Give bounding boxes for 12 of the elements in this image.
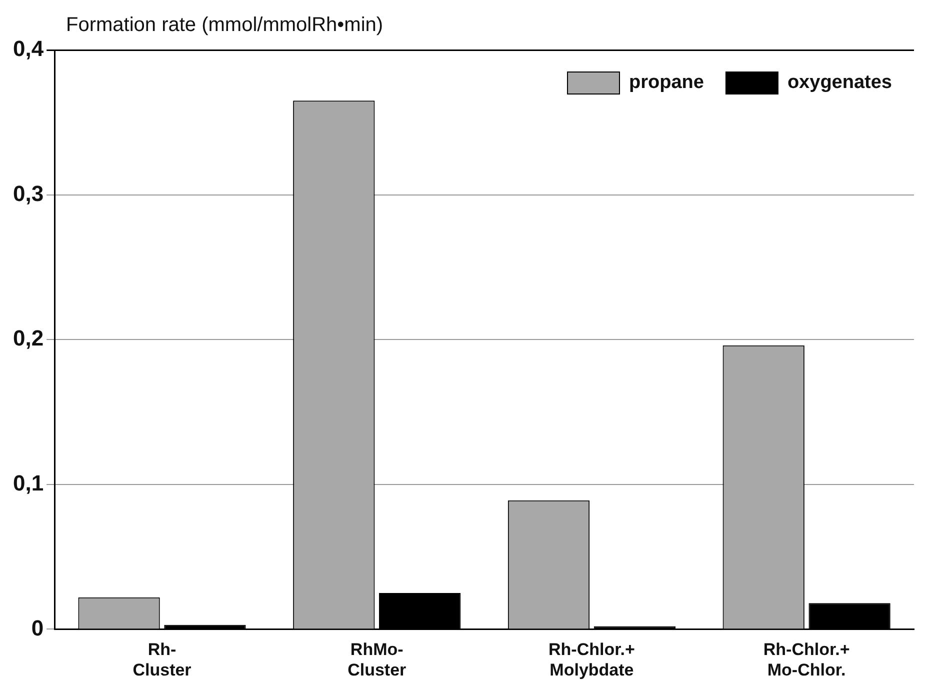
y-tick-label: 0,3 bbox=[12, 180, 44, 206]
x-tick-label: Rh-Chlor.+ Molybdate bbox=[548, 640, 635, 680]
legend-label: propane bbox=[629, 72, 704, 94]
y-tick-label: 0,1 bbox=[12, 470, 44, 496]
y-tick-label: 0,4 bbox=[12, 36, 44, 62]
y-axis-title: Formation rate (mmol/mmolRh•min) bbox=[66, 14, 384, 37]
y-tick-label: 0 bbox=[31, 615, 44, 640]
x-tick-label: Rh- Cluster bbox=[132, 640, 192, 680]
x-tick-label: RhMo- Cluster bbox=[348, 640, 407, 680]
legend-label: oxygenates bbox=[787, 72, 892, 94]
y-tick-label: 0,2 bbox=[12, 326, 44, 351]
x-tick-label: Rh-Chlor.+ Mo-Chlor. bbox=[763, 640, 850, 680]
